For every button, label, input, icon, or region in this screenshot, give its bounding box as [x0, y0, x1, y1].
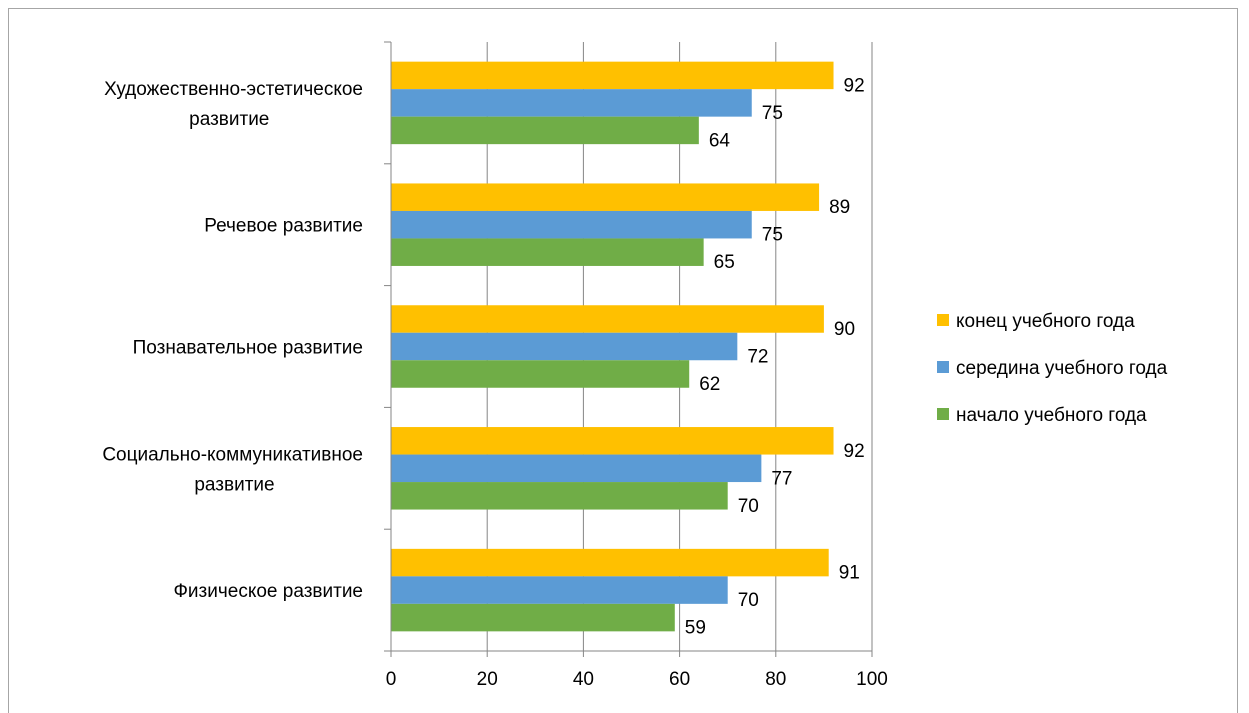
category-label-line: Познавательное развитие	[133, 338, 363, 359]
category-label-line: Художественно-эстетическое	[104, 79, 363, 100]
bar	[391, 427, 834, 455]
bar	[391, 482, 728, 510]
bar	[391, 116, 699, 145]
data-label: 75	[762, 225, 783, 246]
category-label: Социально-коммуникативное развитие	[102, 444, 363, 495]
data-label: 70	[738, 496, 759, 517]
data-label: 91	[839, 563, 860, 584]
bar	[391, 183, 820, 211]
data-label: 92	[844, 441, 865, 462]
bar	[391, 332, 738, 361]
data-label: 62	[699, 374, 720, 395]
x-tick-label: 100	[856, 669, 888, 690]
data-label: 75	[762, 103, 783, 124]
legend-label: середина учебного года	[956, 358, 1168, 379]
bar	[391, 360, 690, 388]
category-label: Физическое развитие	[173, 581, 363, 602]
data-label: 59	[685, 618, 706, 639]
category-label: Познавательное развитие	[133, 338, 363, 359]
category-label-line: Социально-коммуникативное	[102, 444, 363, 465]
data-label: 64	[709, 130, 731, 151]
category-label-line: Физическое развитие	[173, 581, 363, 602]
bars	[391, 61, 834, 632]
legend-swatch	[937, 408, 949, 420]
x-tick-label: 0	[386, 669, 397, 690]
data-label: 90	[834, 319, 855, 340]
labels: 0 20 40 60 80 100 92 75 64 Художественно-эстетиче…	[102, 75, 888, 690]
category-label-line: развитие	[189, 109, 269, 130]
category-label-line: Речевое развитие	[204, 216, 363, 237]
data-label: 70	[738, 590, 759, 611]
axes	[384, 41, 873, 657]
bar	[391, 603, 675, 632]
legend-swatch	[937, 314, 949, 326]
legend-label: начало учебного года	[956, 405, 1147, 426]
data-label: 92	[844, 75, 865, 96]
data-label: 72	[747, 347, 768, 368]
data-label: 89	[829, 197, 850, 218]
bar	[391, 89, 752, 117]
chart-frame	[8, 8, 1238, 713]
data-label: 65	[714, 252, 735, 273]
legend-swatch	[937, 361, 949, 373]
legend: конец учебного года середина учебного год…	[937, 311, 1168, 426]
x-tick-label: 40	[573, 669, 594, 690]
legend-label: конец учебного года	[956, 311, 1135, 332]
bar	[391, 305, 824, 333]
data-label: 77	[771, 468, 792, 489]
bar	[391, 210, 752, 239]
category-label: Речевое развитие	[204, 216, 363, 237]
category-label: Художественно-эстетическое развитие	[104, 79, 363, 130]
bar	[391, 61, 834, 90]
bar	[391, 238, 704, 266]
bar	[391, 576, 728, 604]
x-tick-label: 20	[477, 669, 498, 690]
x-tick-label: 60	[669, 669, 690, 690]
bar	[391, 454, 762, 483]
bar	[391, 548, 829, 577]
category-label-line: развитие	[194, 474, 274, 495]
x-tick-label: 80	[765, 669, 786, 690]
